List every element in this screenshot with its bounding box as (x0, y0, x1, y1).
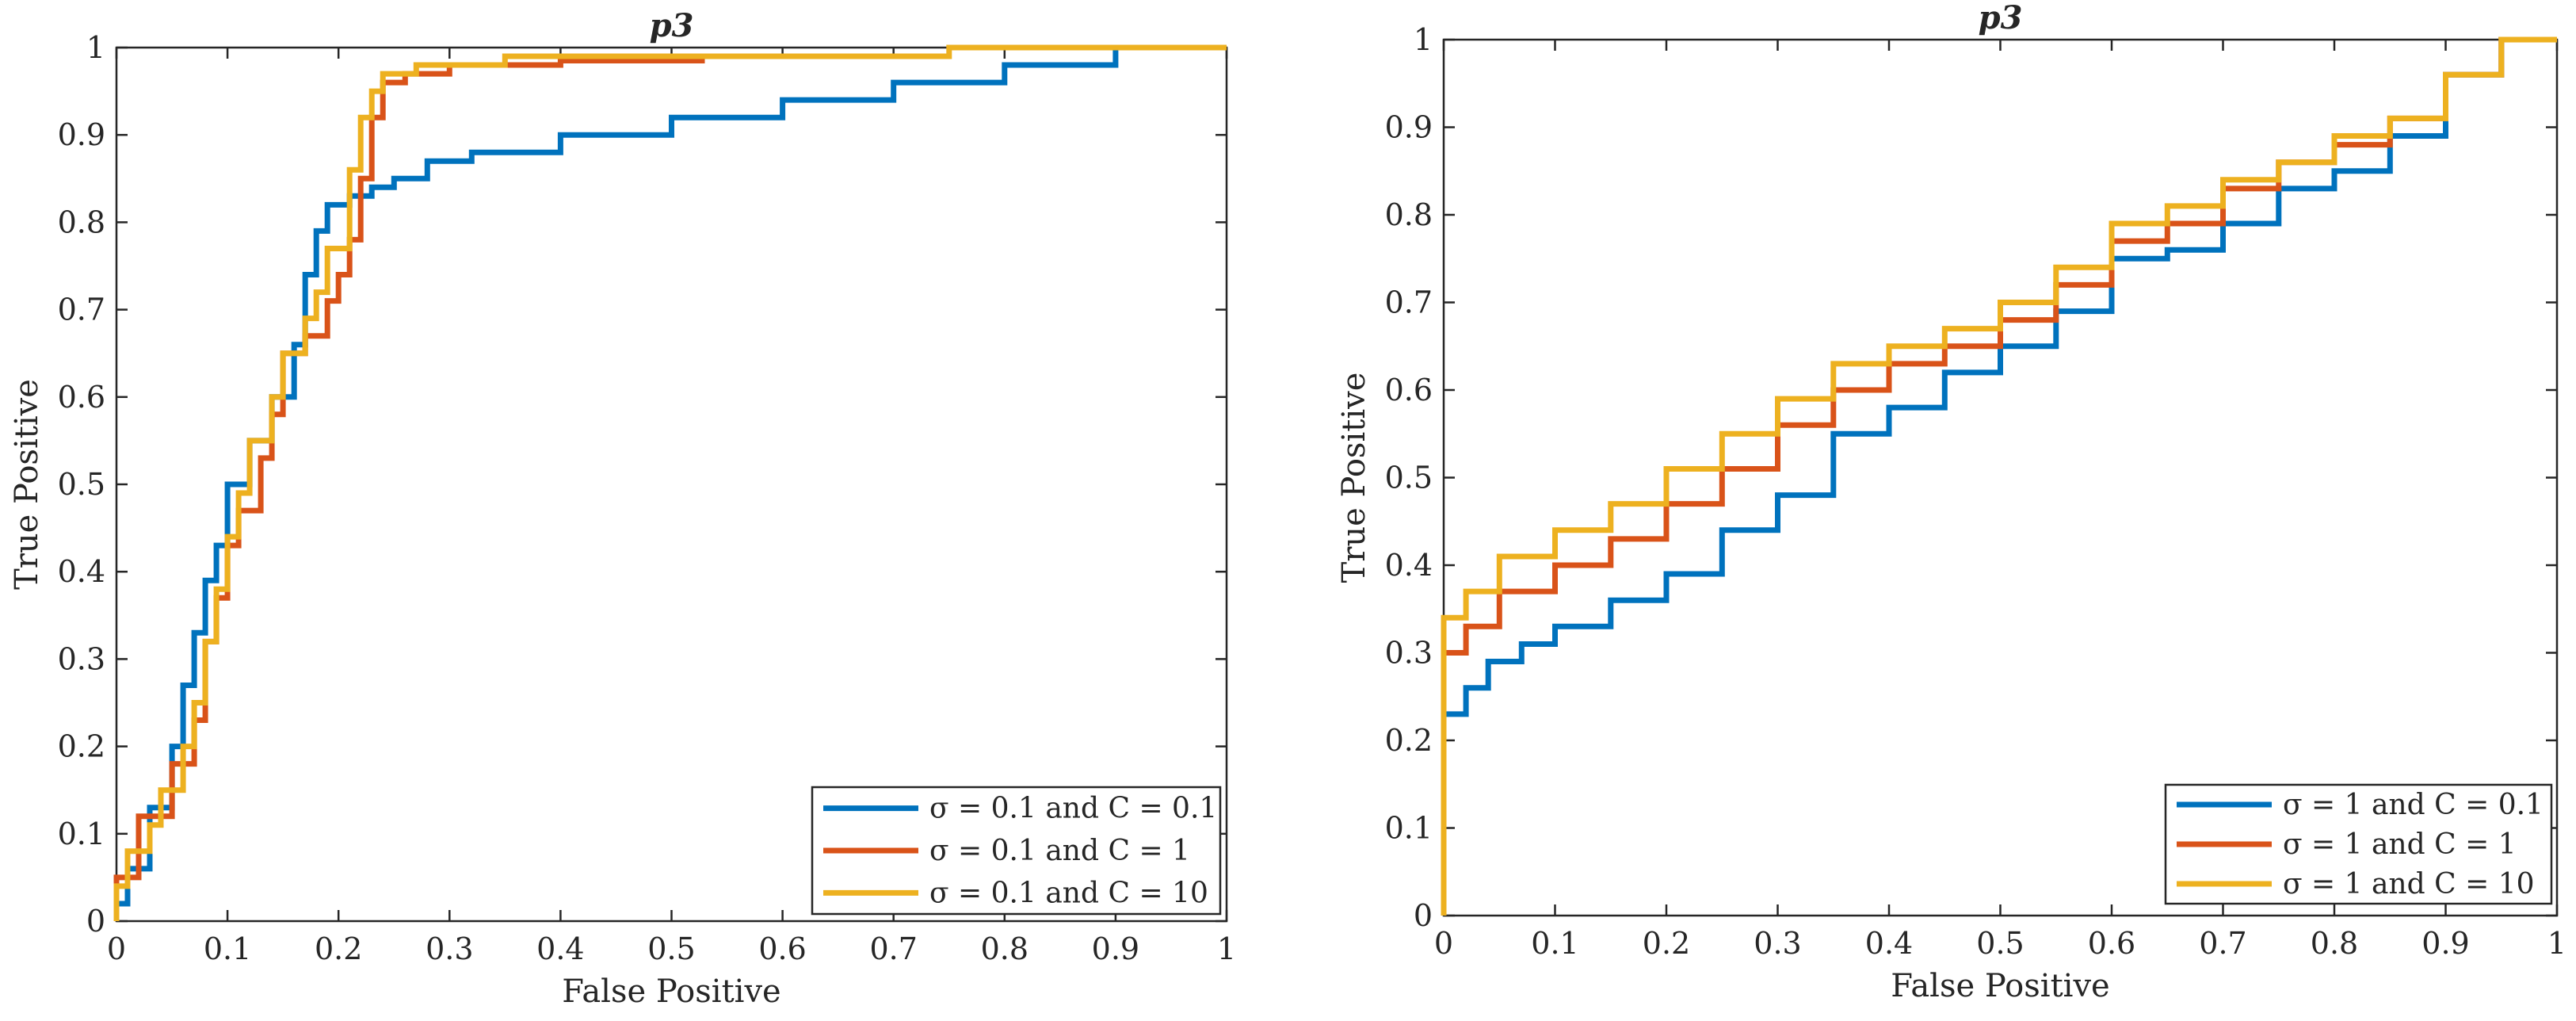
legend-entry: σ = 0.1 and C = 0.1 (929, 793, 1217, 825)
y-tick-label: 0.9 (1385, 110, 1433, 145)
x-tick-label: 0.4 (1865, 926, 1913, 961)
x-tick-label: 0.9 (2421, 926, 2469, 961)
x-tick-label: 0.8 (981, 931, 1028, 966)
y-tick-label: 0.2 (1385, 723, 1433, 758)
x-tick-label: 0.9 (1092, 931, 1139, 966)
y-tick-label: 0.3 (58, 641, 105, 676)
y-tick-label: 0.4 (1385, 548, 1433, 583)
y-tick-label: 0.8 (58, 205, 105, 239)
series-line-0 (1441, 36, 2557, 916)
y-tick-label: 0 (86, 904, 105, 939)
x-axis-label: False Positive (1891, 968, 2109, 1004)
series-line-2 (113, 44, 1227, 921)
legend-entry: σ = 0.1 and C = 10 (929, 877, 1208, 909)
y-tick-label: 0.8 (1385, 197, 1433, 232)
roc-panel-left: 0 0.1 0.2 0.3 0.4 0.5 0.6 0.7 0.8 0.9 1 0 0.1 0.2 0.3 0… (9, 7, 1236, 1010)
legend-entry: σ = 1 and C = 0.1 (2283, 789, 2544, 821)
y-tick-label: 0.7 (58, 293, 105, 327)
legend-entry: σ = 1 and C = 10 (2283, 868, 2535, 901)
y-tick-label: 1 (1414, 22, 1433, 57)
roc-panel-right: 0 0.1 0.2 0.3 0.4 0.5 0.6 0.7 0.8 0.9 1 0 0.1 0.2 0.3 0… (1336, 0, 2566, 1004)
legend-entry: σ = 1 and C = 1 (2283, 828, 2517, 861)
x-tick-label: 1 (2547, 926, 2566, 961)
chart-title: p3 (650, 7, 694, 44)
x-tick-label: 0.4 (536, 931, 584, 966)
y-tick-label: 0.7 (1385, 285, 1433, 320)
y-tick-label: 1 (86, 30, 105, 65)
y-tick-label: 0.6 (58, 380, 105, 415)
y-tick-label: 0.2 (58, 729, 105, 764)
x-tick-label: 0 (1434, 926, 1453, 961)
y-tick-label: 0 (1414, 898, 1433, 933)
series-line-0 (113, 44, 1227, 921)
x-tick-label: 0.3 (426, 931, 473, 966)
y-tick-label: 0.3 (1385, 636, 1433, 671)
x-tick-label: 0.5 (1976, 926, 2024, 961)
x-tick-label: 0 (107, 931, 126, 966)
x-tick-label: 1 (1217, 931, 1236, 966)
y-tick-label: 0.4 (58, 554, 105, 589)
x-tick-label: 0.6 (2088, 926, 2135, 961)
y-tick-label: 0.5 (1385, 461, 1433, 495)
x-tick-label: 0.2 (315, 931, 362, 966)
x-tick-label: 0.5 (647, 931, 695, 966)
y-tick-label: 0.6 (1385, 373, 1433, 407)
x-tick-label: 0.1 (204, 931, 251, 966)
x-tick-label: 0.8 (2311, 926, 2358, 961)
series-line-1 (113, 58, 705, 921)
x-tick-label: 0.7 (869, 931, 917, 966)
series-line-2 (1441, 36, 2557, 916)
y-axis-label: True Positive (1336, 373, 1372, 583)
x-tick-label: 0.2 (1643, 926, 1690, 961)
y-tick-label: 0.1 (1385, 811, 1433, 846)
chart-title: p3 (1979, 0, 2023, 36)
x-axis-label: False Positive (562, 973, 780, 1010)
y-tick-label: 0.5 (58, 467, 105, 502)
x-tick-label: 0.1 (1531, 926, 1578, 961)
y-tick-label: 0.1 (58, 816, 105, 851)
y-tick-label: 0.9 (58, 117, 105, 152)
x-tick-label: 0.3 (1754, 926, 1801, 961)
legend-entry: σ = 0.1 and C = 1 (929, 835, 1190, 867)
x-tick-label: 0.6 (758, 931, 806, 966)
x-tick-label: 0.7 (2199, 926, 2246, 961)
y-axis-label: True Positive (9, 379, 45, 590)
